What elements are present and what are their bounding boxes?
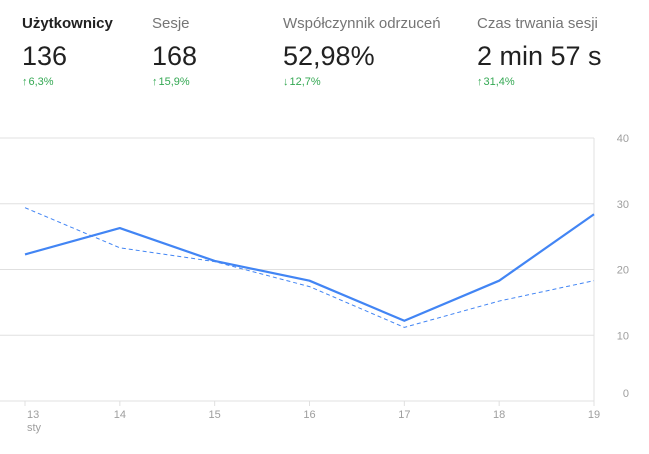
- metric-tab-session-duration[interactable]: Czas trwania sesji 2 min 57 s ↑31,4%: [477, 14, 602, 89]
- metric-value: 2 min 57 s: [477, 41, 602, 71]
- metric-change: ↑15,9%: [152, 75, 197, 89]
- arrow-down-icon: ↓: [283, 76, 289, 88]
- x-tick-label: 18: [493, 409, 505, 421]
- line-chart[interactable]: 0 10 20 30 40 13 14 15 16 17 18 19 sty: [0, 120, 649, 454]
- arrow-up-icon: ↑: [22, 76, 28, 88]
- metric-value: 136: [22, 41, 68, 71]
- x-tick-label: 17: [398, 409, 410, 421]
- metric-tabs: Użytkownicy 136 ↑6,3% Sesje 168 ↑15,9% W…: [0, 0, 649, 100]
- y-tick-label: 30: [617, 199, 629, 211]
- metric-label: Czas trwania sesji: [477, 15, 598, 32]
- x-tick-label: 14: [114, 409, 126, 421]
- metric-change-value: 31,4%: [483, 76, 515, 88]
- series-line-current-period: [24, 213, 595, 322]
- x-tick-label: 16: [303, 409, 315, 421]
- metric-change-value: 6,3%: [28, 76, 54, 88]
- arrow-up-icon: ↑: [152, 76, 158, 88]
- metric-value: 52,98%: [283, 41, 375, 71]
- metric-tab-sessions[interactable]: Sesje 168 ↑15,9%: [152, 14, 197, 89]
- arrow-up-icon: ↑: [477, 76, 483, 88]
- metric-change: ↑31,4%: [477, 75, 602, 89]
- metric-label: Sesje: [152, 15, 190, 32]
- metric-tab-users[interactable]: Użytkownicy 136 ↑6,3%: [22, 14, 113, 89]
- metric-change-value: 15,9%: [158, 76, 190, 88]
- series-line-previous-period: [24, 207, 595, 328]
- y-tick-label: 10: [617, 330, 629, 342]
- metric-change-value: 12,7%: [289, 76, 321, 88]
- y-tick-label: 0: [623, 388, 629, 400]
- x-tick-sublabel: sty: [27, 422, 42, 434]
- y-tick-label: 20: [617, 265, 629, 277]
- x-tick-label: 15: [209, 409, 221, 421]
- metric-tab-bounce-rate[interactable]: Współczynnik odrzuceń 52,98% ↓12,7%: [283, 14, 441, 89]
- metric-change: ↑6,3%: [22, 75, 113, 89]
- metric-change: ↓12,7%: [283, 75, 441, 89]
- y-tick-label: 40: [617, 133, 629, 145]
- metric-value: 168: [152, 41, 198, 71]
- metric-label: Współczynnik odrzuceń: [283, 15, 441, 32]
- x-tick-label: 13: [27, 409, 39, 421]
- line-chart-svg: 0 10 20 30 40 13 14 15 16 17 18 19 sty: [0, 133, 629, 434]
- x-tick-label: 19: [588, 409, 600, 421]
- metric-label: Użytkownicy: [22, 15, 113, 32]
